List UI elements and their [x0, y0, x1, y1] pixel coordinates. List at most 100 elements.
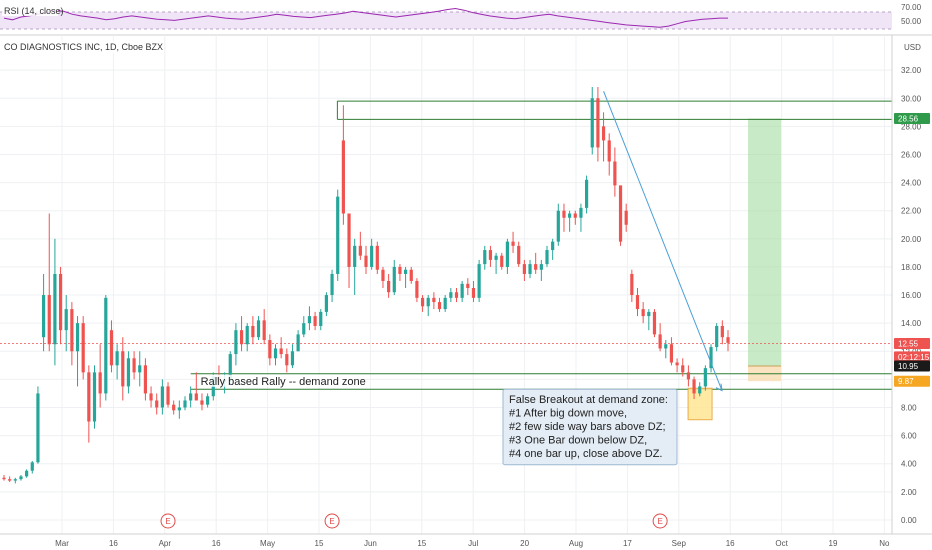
target-zone[interactable]: [748, 118, 781, 367]
rsi-band: [0, 12, 892, 29]
note-line: #1 After big down move,: [509, 408, 627, 420]
candle-body: [341, 140, 345, 214]
candle-body: [121, 351, 125, 387]
zone-label-group[interactable]: Rally based Rally -- demand zone: [198, 374, 366, 388]
candle-body: [290, 351, 295, 366]
candle-body: [245, 325, 249, 345]
candle-body: [466, 283, 470, 289]
candle-body: [47, 295, 51, 345]
time-tick: May: [260, 539, 275, 548]
candle-body: [126, 358, 131, 387]
chart-title[interactable]: CO DIAGNOSTICS INC, 1D, Cboe BZX: [4, 42, 163, 52]
price-axis-ticks: 0.002.004.006.008.0010.0012.0014.0016.00…: [901, 66, 922, 525]
candle-body: [534, 264, 538, 270]
candle-body: [635, 295, 640, 310]
candle-body: [579, 207, 583, 218]
candle-body: [403, 269, 408, 274]
time-tick: Jun: [364, 539, 377, 548]
price-tick: 4.00: [901, 460, 917, 469]
trend-arrow[interactable]: [603, 91, 723, 391]
candle-body: [426, 297, 430, 307]
candle-body: [686, 372, 691, 380]
candle-body: [607, 140, 611, 162]
time-tick: 17: [623, 539, 632, 548]
candle-body: [149, 393, 153, 401]
candle-body: [2, 477, 6, 480]
price-tag-label: 9.87: [898, 377, 914, 386]
candle-body: [460, 283, 464, 298]
candle-body: [494, 255, 498, 260]
rsi-legend[interactable]: RSI (14, close): [4, 6, 64, 16]
candle-body: [177, 407, 181, 411]
candle-body: [358, 245, 362, 256]
price-tick: 32.00: [901, 66, 922, 75]
candle-body: [324, 295, 329, 312]
candle-body: [330, 273, 334, 296]
title-bg: [2, 41, 138, 53]
candle-body: [658, 334, 662, 349]
time-tick: Oct: [775, 539, 788, 548]
earnings-marker: [324, 513, 340, 529]
candle-body: [471, 288, 476, 298]
candle-body: [41, 295, 46, 338]
candle-body: [698, 386, 702, 394]
candle-body: [618, 185, 623, 242]
time-axis[interactable]: Mar 16 Apr 16 May 15 Jun 15 Jul 20 Aug 17 Sep 16 Oct 19…: [0, 533, 932, 548]
candle-body: [58, 273, 63, 331]
candle-body: [172, 404, 176, 411]
false-breakout-highlight[interactable]: [687, 387, 713, 421]
time-tick: 20: [520, 539, 529, 548]
candle-body: [64, 309, 68, 331]
candle-body: [370, 245, 374, 267]
time-tick: 16: [109, 539, 118, 548]
candle-body: [189, 393, 193, 401]
candle-body: [551, 241, 555, 251]
candle-body: [36, 393, 40, 463]
candle-body: [652, 311, 657, 335]
candle-body: [381, 269, 385, 281]
grid: [0, 35, 892, 534]
time-tick: 15: [315, 539, 324, 548]
candle-body: [92, 372, 97, 422]
note-callout[interactable]: False Breakout at demand zone: #1 After …: [502, 388, 678, 466]
candle-body: [273, 348, 278, 359]
candle-body: [613, 161, 617, 186]
rsi-pane: RSI (14, close) 70.00 50.00: [0, 0, 922, 34]
candle-body: [517, 245, 521, 265]
price-tick: 26.00: [901, 150, 922, 159]
price-tick: 0.00: [901, 516, 917, 525]
candle-body: [81, 323, 85, 373]
price-tag-label: 10.95: [898, 362, 919, 371]
rsi-line: [3, 7, 728, 28]
trend-arrow-head: [715, 383, 723, 392]
note-line: #2 few side way bars above DZ;: [509, 421, 666, 433]
candle-body: [409, 269, 413, 281]
candle-body: [364, 255, 368, 267]
price-tick: 22.00: [901, 207, 922, 216]
candle-body: [692, 379, 696, 394]
candle-body: [539, 264, 543, 270]
candle-body: [454, 292, 459, 298]
candle-body: [353, 245, 357, 267]
candle-body: [8, 479, 12, 481]
candle-body: [392, 266, 396, 293]
rsi-tick-70: 70.00: [901, 3, 922, 12]
time-tick: Apr: [159, 539, 172, 548]
candle-body: [641, 309, 645, 317]
candle-body: [511, 241, 515, 246]
candle-body: [256, 320, 261, 338]
candle-body: [104, 297, 108, 394]
price-tag: [894, 351, 930, 363]
candle-body: [437, 302, 442, 310]
price-tag-label: 12.55: [898, 340, 919, 349]
candle-body: [483, 250, 487, 265]
candle-body: [70, 309, 74, 352]
candle-body: [132, 358, 136, 373]
price-axis[interactable]: 0.002.004.006.008.0010.0012.0014.0016.00…: [891, 35, 930, 534]
candle-body: [568, 213, 572, 218]
candle-body: [584, 179, 589, 208]
price-tag-label: 02:12:15: [898, 353, 930, 362]
candle-body: [647, 311, 651, 317]
earnings-label: E: [657, 517, 662, 526]
